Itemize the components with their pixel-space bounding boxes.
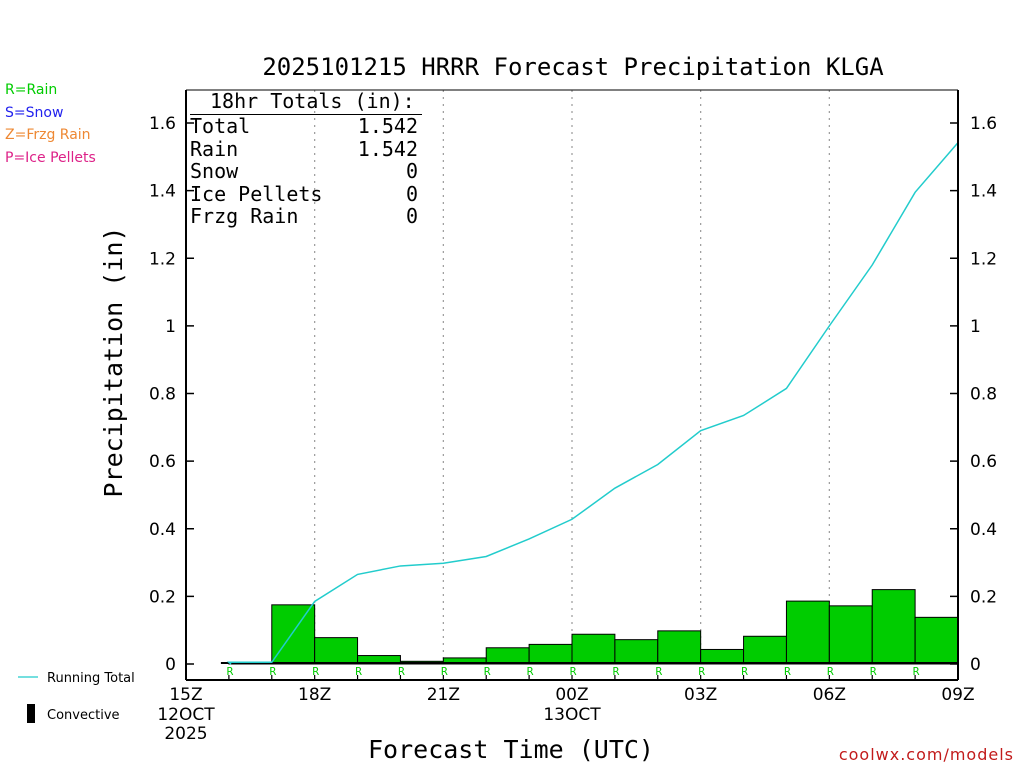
precip-type-marker: R [398,665,405,678]
totals-row-value: 0 [405,204,418,228]
y-tick-label-left: 0.8 [149,385,176,405]
x-tick-label: 03Z [684,685,717,705]
x-tick-label: 15Z [169,685,202,705]
totals-row-label: Snow [190,159,239,183]
x-tick-label: 21Z [427,685,460,705]
y-tick-label-left: 0.4 [149,520,176,540]
precip-type-marker: R [698,665,705,678]
precip-bar [785,600,830,665]
precip-bar [657,630,702,665]
y-tick-label-left: 1 [165,317,176,337]
chart-title: 2025101215 HRRR Forecast Precipitation K… [262,53,884,81]
running-total-series [226,142,959,665]
totals-row: Ice Pellets 0 [190,181,420,206]
precip-bar [571,633,616,665]
x-tick-label: 18Z [298,685,331,705]
precip-bar [828,605,873,665]
precip-type-marker: R [227,665,234,678]
totals-row: Snow 0 [190,160,420,183]
y-tick-label-left: 1.2 [149,249,176,269]
y-tick-label-right: 0.6 [970,452,997,472]
y-tick-label-left: 1.4 [149,182,176,202]
precip-bar [914,616,959,665]
totals-row-label: Frzg Rain [190,204,299,228]
tick-labels: 0 00.2 0.20.4 0.40.6 0.60.8 0.81 11.2 1.21.4 1.4… [149,114,997,744]
totals-row-label: Ice Pellets [190,181,323,206]
gridlines [314,90,830,664]
precip-type-legend-item: P=Ice Pellets [5,149,96,166]
totals-row-label: Total [190,114,251,138]
y-tick-label-right: 1.6 [970,114,997,134]
precip-type-marker: R [784,665,791,678]
totals-heading: 18hr Totals (in): [210,89,415,113]
y-tick-label-left: 1.6 [149,114,176,134]
precip-type-marker: R [913,665,920,678]
precip-bar [743,635,787,665]
precip-bar [871,589,916,665]
totals-box: 18hr Totals (in): Total 1.542 Rain 1.542 Sno… [190,90,430,228]
convective-swatch [27,704,35,723]
y-tick-label-right: 1.2 [970,249,997,269]
precip-bar [271,604,316,665]
convective-legend-label: Convective [47,708,120,723]
x-axis-title: Forecast Time (UTC) [368,735,654,764]
y-tick-label-right: 0.4 [970,520,997,540]
totals-row-value: 1.542 [357,114,418,138]
x-tick-label: 00Z [555,685,588,705]
y-tick-label-right: 0.2 [970,587,997,607]
precip-type-legend-item: R=Rain [5,82,58,98]
running-total-line [226,142,959,665]
totals-row-value: 1.542 [357,136,418,161]
y-tick-label-right: 1.4 [970,182,997,202]
axes [185,89,959,681]
totals-row: Total 1.542 [190,115,420,138]
precip-type-marker: R [527,665,534,678]
precip-type-marker: R [355,665,362,678]
precip-type-marker: R [613,665,620,678]
precip-type-marker: R [312,665,319,678]
precip-bar [314,637,359,665]
precip-type-marker: R [269,665,276,678]
y-tick-label-right: 1 [970,317,981,337]
totals-row-label: Rain [190,136,239,161]
y-tick-label-left: 0.2 [149,587,176,607]
totals-row-value: 0 [405,181,418,206]
x-tick-label: 09Z [941,685,974,705]
credit-text: coolwx.com/models [838,745,1014,764]
precip-bar [485,647,530,665]
precip-bar [614,639,659,665]
y-tick-label-right: 0 [970,655,981,675]
y-axis-title: Precipitation (in) [99,227,128,498]
precip-type-marker: R [827,665,834,678]
y-tick-label-left: 0 [165,655,176,675]
precip-type-legend-item: S=Snow [5,104,64,121]
precip-bar [528,643,573,665]
totals-row: Frzg Rain 0 [190,205,420,228]
precip-type-marker: R [741,665,748,678]
precip-type-marker: R [870,665,877,678]
x-tick-label: 06Z [813,685,846,705]
running-total-legend-label: Running Total [47,671,135,686]
precip-bar [700,648,745,665]
precip-type-marker: R [570,665,577,678]
totals-row: Rain 1.542 [190,136,420,161]
y-tick-label-right: 0.8 [970,385,997,405]
y-tick-label-left: 0.6 [149,452,176,472]
x-tick-date: 12OCT [157,705,215,725]
precip-type-marker: R [441,665,448,678]
totals-divider [190,114,422,115]
series-legend: Running Total Convective [18,671,135,723]
totals-rows: Total 1.542 Rain 1.542 Snow 0 Ice Pellets 0 Frzg… [190,115,430,228]
precip-type-marker: R [655,665,662,678]
precip-type-legend-item: Z=Frzg Rain [5,127,91,143]
precip-type-marker: R [484,665,491,678]
totals-row-value: 0 [405,159,418,183]
x-tick-year: 2025 [164,724,207,744]
x-tick-date: 13OCT [543,705,601,725]
